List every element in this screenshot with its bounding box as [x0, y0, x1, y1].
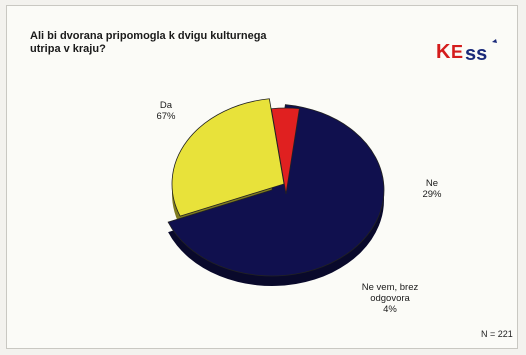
slice-category-label: Da [160, 100, 173, 111]
pie-slice-ne [171, 98, 285, 217]
slice-category-label: Ne vem, brez [362, 282, 419, 293]
logo-letters-ss: ss [465, 43, 487, 64]
kess-logo: K E ss [436, 39, 497, 64]
logo-accent [492, 39, 497, 43]
slice-category-label: odgovora [370, 293, 410, 304]
slice-percent-label: 4% [383, 304, 397, 315]
pie-slice-ne-vem-brez-odgovora [270, 107, 300, 195]
sample-size-label: N = 221 [481, 329, 513, 339]
logo-letter-e: E [451, 42, 463, 62]
slice-percent-label: 29% [422, 189, 442, 200]
slice-category-label: Ne [426, 178, 438, 189]
slice-percent-label: 67% [156, 111, 176, 122]
logo-letter-k: K [436, 41, 451, 63]
pie-slice-da [167, 104, 385, 277]
chart-title: Ali bi dvorana pripomogla k dvigu kultur… [30, 30, 267, 55]
pie-slices [167, 98, 385, 286]
